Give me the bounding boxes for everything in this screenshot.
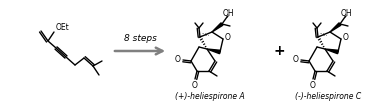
Polygon shape bbox=[325, 49, 338, 54]
Text: OEt: OEt bbox=[56, 23, 70, 32]
Text: O: O bbox=[175, 55, 181, 63]
Text: ···: ··· bbox=[319, 31, 324, 36]
Polygon shape bbox=[330, 23, 341, 32]
Text: O: O bbox=[225, 34, 231, 43]
Text: +: + bbox=[273, 44, 285, 58]
Text: O: O bbox=[192, 80, 198, 89]
Text: O: O bbox=[343, 34, 349, 43]
Text: OH: OH bbox=[340, 10, 352, 19]
Text: OH: OH bbox=[222, 10, 234, 19]
Polygon shape bbox=[212, 23, 223, 32]
Text: 8 steps: 8 steps bbox=[124, 34, 156, 43]
Text: (-)-heliespirone C: (-)-heliespirone C bbox=[295, 92, 361, 101]
Text: O: O bbox=[310, 80, 316, 89]
Text: O: O bbox=[293, 55, 299, 63]
Text: ···: ··· bbox=[201, 31, 206, 36]
Polygon shape bbox=[207, 49, 220, 54]
Text: ···: ··· bbox=[205, 33, 210, 38]
Text: ···: ··· bbox=[323, 33, 328, 38]
Text: (+)-heliespirone A: (+)-heliespirone A bbox=[175, 92, 245, 101]
